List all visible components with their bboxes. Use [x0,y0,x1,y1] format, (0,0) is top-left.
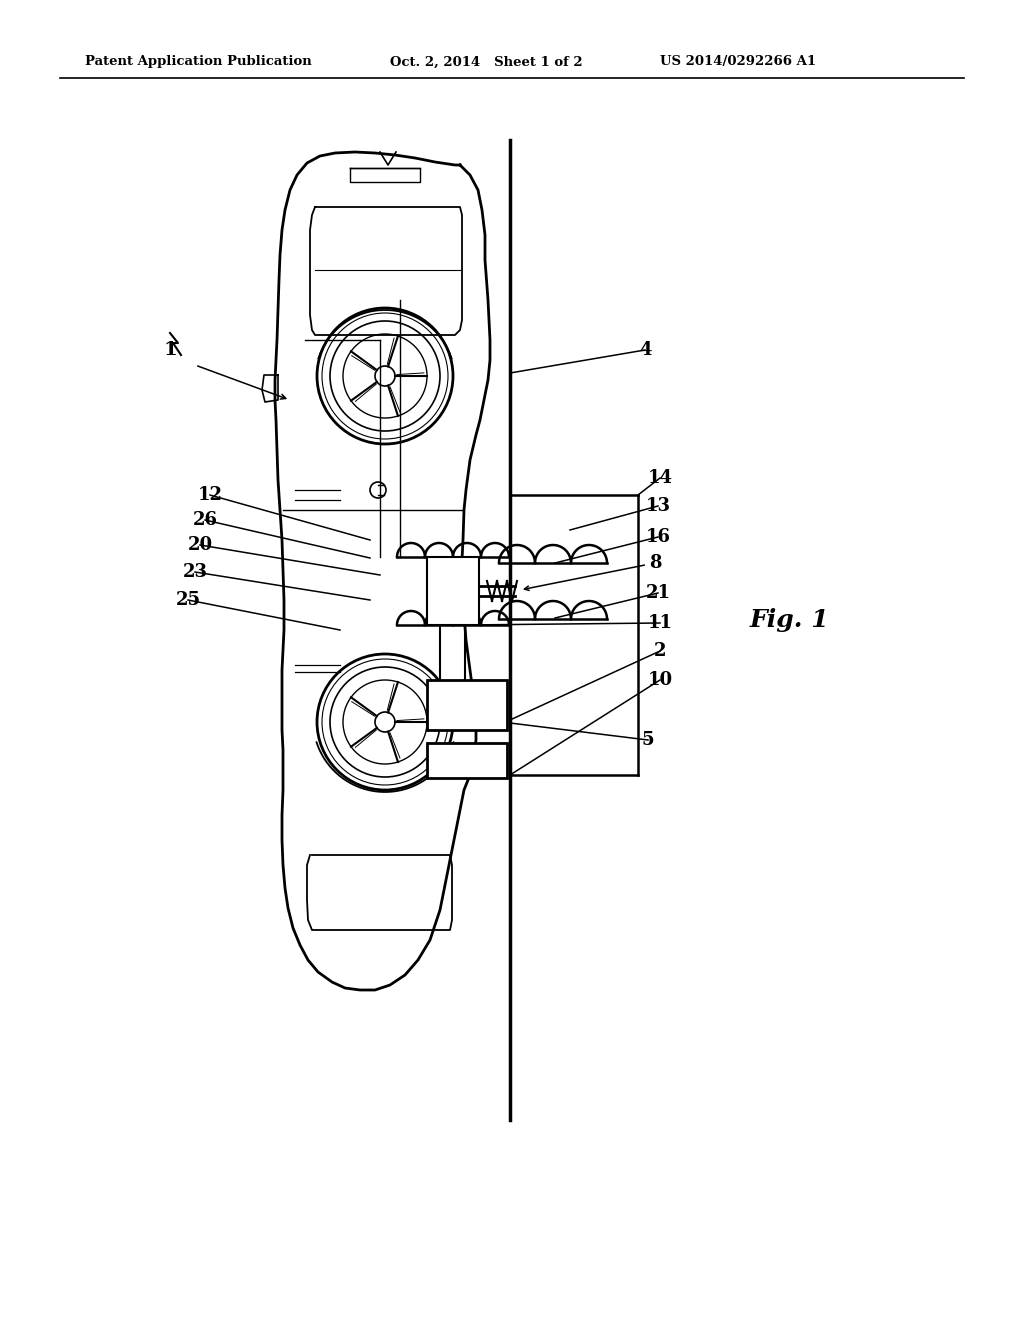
Text: 20: 20 [187,536,213,554]
Text: 14: 14 [647,469,673,487]
Text: 1: 1 [163,341,177,359]
Text: 21: 21 [645,583,671,602]
Text: 8: 8 [649,554,662,572]
Text: Patent Application Publication: Patent Application Publication [85,55,311,69]
Text: 16: 16 [645,528,671,546]
Text: Fig. 1: Fig. 1 [750,609,829,632]
Text: 26: 26 [193,511,217,529]
Text: 2: 2 [653,642,667,660]
Bar [427,557,479,624]
Text: 23: 23 [182,564,208,581]
Text: US 2014/0292266 A1: US 2014/0292266 A1 [660,55,816,69]
Text: 5: 5 [642,731,654,748]
Bar [427,680,507,730]
Text: 10: 10 [647,671,673,689]
Text: 4: 4 [639,341,651,359]
Text: 13: 13 [645,498,671,515]
Text: 11: 11 [647,614,673,632]
Text: 25: 25 [175,591,201,609]
Text: Oct. 2, 2014   Sheet 1 of 2: Oct. 2, 2014 Sheet 1 of 2 [390,55,583,69]
Bar [427,742,507,777]
Text: 12: 12 [198,486,222,504]
